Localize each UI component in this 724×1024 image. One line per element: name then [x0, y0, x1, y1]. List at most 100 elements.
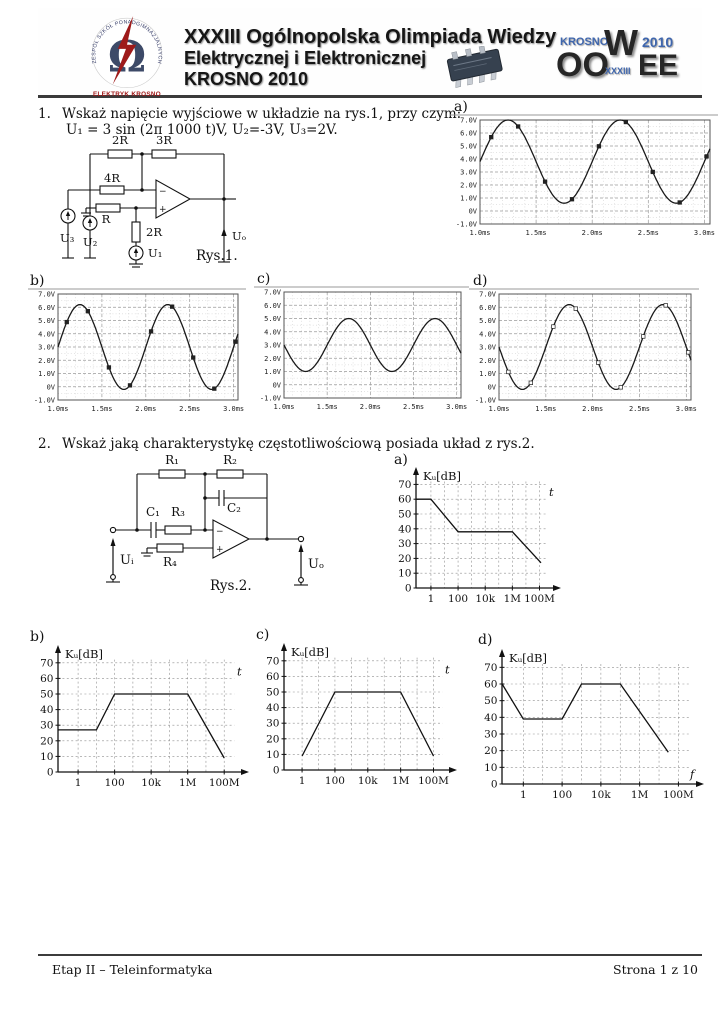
svg-text:1.5ms: 1.5ms — [526, 229, 547, 237]
svg-text:10k: 10k — [141, 777, 161, 788]
chart-q2-answer-b: 0 10 20 30 40 50 60 70 1 100 10k 1M 100M Kᵤ[dB] t — [40, 645, 249, 788]
svg-text:2.0ms: 2.0ms — [135, 405, 156, 413]
svg-text:1.5ms: 1.5ms — [317, 403, 338, 411]
svg-text:6.0V: 6.0V — [38, 304, 56, 312]
svg-text:100: 100 — [325, 775, 345, 786]
svg-text:50: 50 — [40, 689, 53, 701]
panel-label-2d: d) — [478, 632, 493, 648]
svg-text:1.0ms: 1.0ms — [47, 405, 68, 413]
oowee-w: W — [604, 22, 638, 63]
svg-text:60: 60 — [266, 671, 279, 683]
label-uo: Uₒ — [232, 229, 246, 243]
label-r4: R₄ — [163, 555, 177, 569]
svg-text:0V: 0V — [273, 381, 282, 389]
svg-text:60: 60 — [484, 679, 497, 691]
school-emblem-logo: ZESPÓŁ SZKÓŁ PONADGIMNAZJALNYCH NR 5 Ω E… — [84, 10, 162, 98]
label-r-3r: 3R — [156, 133, 172, 147]
svg-text:-1.0V: -1.0V — [34, 397, 56, 405]
svg-text:-1.0V: -1.0V — [260, 395, 282, 403]
svg-text:1.0V: 1.0V — [479, 370, 497, 378]
svg-text:10: 10 — [398, 568, 411, 580]
svg-text:70: 70 — [40, 657, 53, 669]
svg-text:Kᵤ[dB]: Kᵤ[dB] — [423, 469, 461, 483]
label-uo2: Uₒ — [308, 557, 324, 572]
document-title: XXXIII Ogólnopolska Olimpiada Wiedzy Ele… — [184, 26, 557, 90]
svg-text:60: 60 — [398, 494, 411, 506]
svg-text:1.0ms: 1.0ms — [488, 405, 509, 413]
svg-text:6.0V: 6.0V — [264, 302, 282, 310]
oowee-year: 2010 — [642, 34, 674, 50]
svg-text:100M: 100M — [524, 593, 555, 604]
svg-text:50: 50 — [266, 687, 279, 699]
svg-text:6.0V: 6.0V — [479, 304, 497, 312]
svg-text:100: 100 — [105, 777, 125, 788]
oowee-logo: KROSNO W 2010 OO XXXIII EE — [516, 22, 696, 90]
svg-text:4.0V: 4.0V — [38, 330, 56, 338]
svg-text:100M: 100M — [663, 789, 694, 800]
circuit-diagram-rys2: R₁ R₂ C₁ R₃ C₂ R₄ Uᵢ Uₒ − + — [106, 453, 324, 586]
svg-text:2.0ms: 2.0ms — [582, 405, 603, 413]
chart-q1-answer-d: -1.0V 0V 1.0V 2.0V 3.0V 4.0V 5.0V 6.0V 7.0V 1.0ms… — [469, 288, 699, 413]
svg-text:2.5ms: 2.5ms — [638, 229, 659, 237]
label-r-r: R — [102, 212, 111, 226]
svg-text:3.0ms: 3.0ms — [223, 405, 244, 413]
svg-text:30: 30 — [484, 729, 497, 741]
svg-text:f: f — [689, 767, 696, 781]
label-c2: C₂ — [227, 501, 241, 515]
svg-text:Kᵤ[dB]: Kᵤ[dB] — [291, 645, 329, 659]
svg-text:1: 1 — [299, 775, 306, 786]
label-r2: R₂ — [223, 453, 237, 467]
svg-text:0: 0 — [491, 779, 498, 791]
chart-q2-answer-c: 0 10 20 30 40 50 60 70 1 100 10k 1M 100M Kᵤ[dB] t — [266, 643, 457, 786]
label-c1: C₁ — [146, 505, 160, 519]
question-2-text: Wskaż jaką charakterystykę częstotliwośc… — [62, 436, 535, 452]
svg-text:4.0V: 4.0V — [460, 156, 478, 164]
svg-text:3.0V: 3.0V — [460, 169, 478, 177]
opamp-minus-input: − — [159, 187, 167, 197]
panel-label-1c: c) — [257, 271, 271, 287]
page-header: ZESPÓŁ SZKÓŁ PONADGIMNAZJALNYCH NR 5 Ω E… — [38, 8, 702, 98]
svg-text:7.0V: 7.0V — [479, 291, 497, 299]
svg-text:20: 20 — [40, 735, 53, 747]
svg-text:2.5ms: 2.5ms — [179, 405, 200, 413]
svg-text:1: 1 — [75, 777, 82, 788]
svg-text:100M: 100M — [418, 775, 449, 786]
svg-text:6.0V: 6.0V — [460, 130, 478, 138]
svg-text:100M: 100M — [209, 777, 240, 788]
svg-text:40: 40 — [398, 523, 411, 535]
svg-text:1M: 1M — [179, 777, 197, 788]
panel-label-1a: a) — [454, 99, 468, 115]
label-ui: Uᵢ — [120, 553, 134, 568]
lightning-icon — [112, 16, 137, 85]
figure-1-caption: Rys.1. — [196, 248, 238, 264]
svg-text:3.0V: 3.0V — [479, 344, 497, 352]
label-u3: U₃ — [60, 231, 75, 245]
svg-text:60: 60 — [40, 673, 53, 685]
label-u1: U₁ — [148, 246, 162, 260]
svg-text:100: 100 — [448, 593, 468, 604]
question-2-number: 2. — [38, 436, 51, 452]
svg-text:1M: 1M — [392, 775, 410, 786]
svg-text:20: 20 — [398, 553, 411, 565]
chart-q2-answer-d: 0 10 20 30 40 50 60 70 1 100 10k 1M 100M Kᵤ[dB] f — [484, 649, 704, 800]
title-line-1: XXXIII Ogólnopolska Olimpiada Wiedzy — [184, 26, 557, 48]
svg-text:0V: 0V — [469, 208, 478, 216]
svg-text:3.0ms: 3.0ms — [446, 403, 467, 411]
title-line-3: KROSNO 2010 — [184, 69, 309, 89]
svg-text:-1.0V: -1.0V — [475, 397, 497, 405]
svg-text:t: t — [549, 485, 554, 499]
svg-text:20: 20 — [484, 745, 497, 757]
chart-q1-answer-a: -1.0V 0V 1.0V 2.0V 3.0V 4.0V 5.0V 6.0V 7.0V 1.0ms… — [450, 114, 718, 237]
panel-label-1d: d) — [473, 273, 488, 289]
svg-text:2.0ms: 2.0ms — [360, 403, 381, 411]
svg-text:30: 30 — [40, 720, 53, 732]
oowee-oo: OO — [556, 46, 609, 84]
footer-page-number: Strona 1 z 10 — [613, 962, 698, 977]
svg-text:1.0ms: 1.0ms — [469, 229, 490, 237]
figure-2-caption: Rys.2. — [210, 578, 252, 594]
svg-text:5.0V: 5.0V — [479, 317, 497, 325]
svg-text:30: 30 — [398, 538, 411, 550]
svg-text:5.0V: 5.0V — [264, 315, 282, 323]
svg-text:3.0V: 3.0V — [38, 344, 56, 352]
